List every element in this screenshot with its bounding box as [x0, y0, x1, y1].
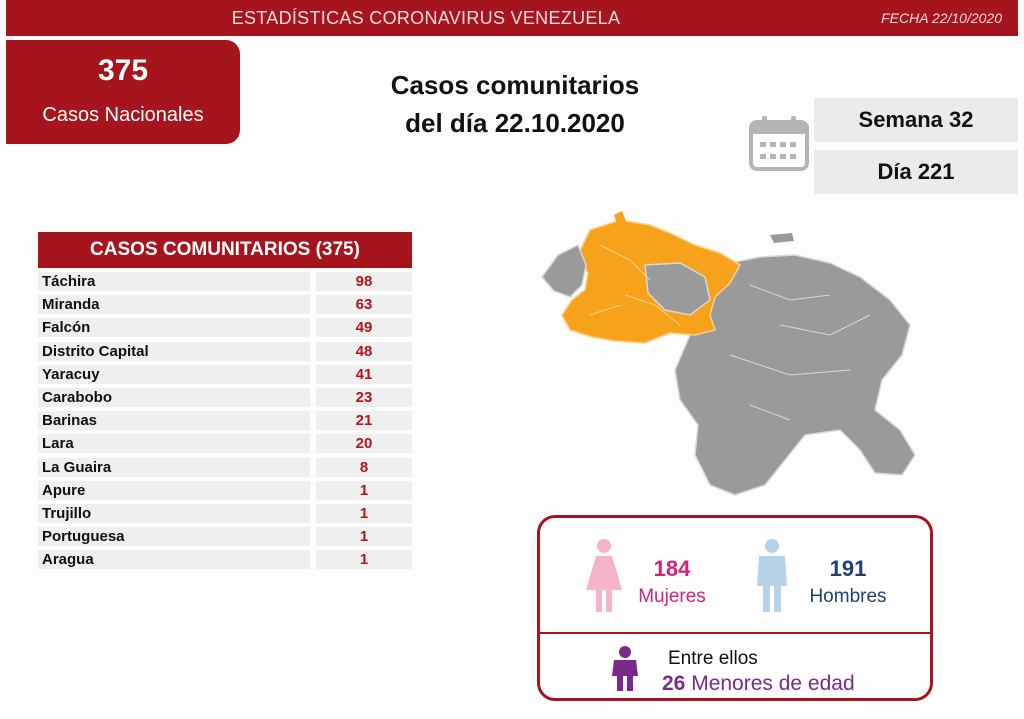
header-bar: ESTADÍSTICAS CORONAVIRUS VENEZUELA FECHA…	[6, 0, 1018, 36]
state-name: Trujillo	[38, 503, 310, 523]
state-name: Apure	[38, 480, 310, 500]
week-box: Semana 32	[814, 98, 1018, 142]
men-count: 191	[829, 556, 867, 581]
state-cases: 49	[316, 318, 412, 338]
man-icon	[757, 539, 787, 612]
day-box: Día 221	[814, 150, 1018, 194]
national-cases-count: 375	[97, 54, 149, 87]
table-row: Miranda 63	[38, 295, 412, 315]
state-cases: 98	[316, 272, 412, 291]
table-row: Táchira 98	[38, 272, 412, 291]
state-cases: 1	[316, 550, 412, 570]
map-grey-west	[541, 243, 587, 298]
gender-box: 184 Mujeres 191 Hombres Entre ellos 26 M…	[537, 515, 933, 701]
table-row: La Guaira 8	[38, 457, 412, 477]
men-label: Hombres	[809, 586, 887, 607]
state-name: Distrito Capital	[38, 341, 310, 361]
among-label: Entre ellos	[668, 648, 758, 669]
state-cases: 1	[316, 527, 412, 547]
child-icon	[612, 646, 638, 691]
cases-table: Táchira 98 Miranda 63 Falcón 49 Distrito Capit…	[38, 272, 412, 573]
national-cases-label: Casos Nacionales	[42, 104, 204, 126]
map-grey-center	[644, 262, 711, 316]
table-row: Falcón 49	[38, 318, 412, 338]
state-cases: 1	[316, 503, 412, 523]
women-label: Mujeres	[638, 586, 706, 607]
table-row: Trujillo 1	[38, 503, 412, 523]
minors-line: 26 Menores de edad	[662, 672, 855, 696]
state-cases: 20	[316, 434, 412, 454]
table-row: Distrito Capital 48	[38, 341, 412, 361]
header-title: ESTADÍSTICAS CORONAVIRUS VENEZUELA	[231, 8, 621, 28]
venezuela-map	[541, 211, 916, 496]
national-cases-box: 375 Casos Nacionales	[6, 40, 240, 144]
calendar-icon	[749, 116, 809, 171]
state-cases: 8	[316, 457, 412, 477]
table-row: Carabobo 23	[38, 387, 412, 407]
gender-divider	[540, 632, 930, 634]
state-name: Barinas	[38, 411, 310, 431]
table-header: CASOS COMUNITARIOS (375)	[38, 232, 412, 268]
state-cases: 63	[316, 295, 412, 315]
minors-count: 26	[662, 672, 686, 695]
state-cases: 1	[316, 480, 412, 500]
women-count: 184	[653, 556, 691, 581]
main-title-line1: Casos comunitarios	[390, 70, 640, 100]
state-cases: 21	[316, 411, 412, 431]
table-row: Apure 1	[38, 480, 412, 500]
main-title: Casos comunitarios del día 22.10.2020	[340, 66, 690, 142]
state-name: Portuguesa	[38, 527, 310, 547]
map-orange-peninsula	[614, 211, 626, 227]
state-name: Miranda	[38, 295, 310, 315]
state-name: La Guaira	[38, 457, 310, 477]
state-name: Carabobo	[38, 387, 310, 407]
state-cases: 41	[316, 364, 412, 384]
table-row: Aragua 1	[38, 550, 412, 570]
table-row: Yaracuy 41	[38, 364, 412, 384]
header-date: FECHA 22/10/2020	[881, 10, 1002, 26]
state-cases: 23	[316, 387, 412, 407]
state-name: Aragua	[38, 550, 310, 570]
table-row: Lara 20	[38, 434, 412, 454]
state-name: Yaracuy	[38, 364, 310, 384]
minors-label: Menores de edad	[691, 672, 855, 695]
state-name: Táchira	[38, 272, 310, 291]
table-row: Portuguesa 1	[38, 527, 412, 547]
state-name: Falcón	[38, 318, 310, 338]
woman-icon	[586, 539, 622, 612]
map-island	[770, 233, 794, 243]
state-name: Lara	[38, 434, 310, 454]
table-row: Barinas 21	[38, 411, 412, 431]
state-cases: 48	[316, 341, 412, 361]
main-title-line2: del día 22.10.2020	[405, 108, 625, 138]
